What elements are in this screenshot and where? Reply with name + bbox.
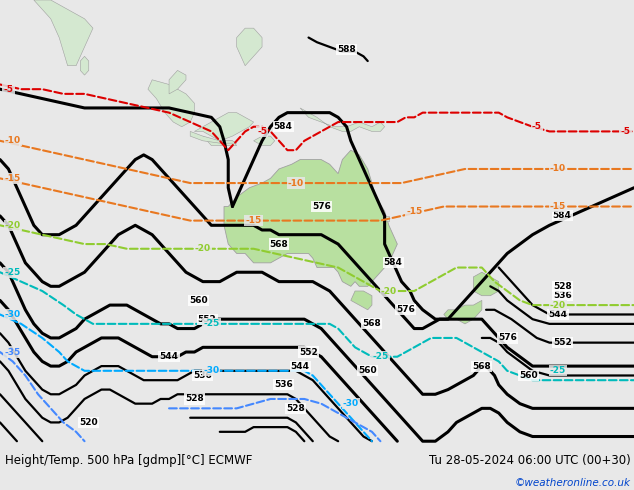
Polygon shape xyxy=(190,131,236,143)
Polygon shape xyxy=(203,136,236,146)
Text: -5: -5 xyxy=(3,85,13,94)
Text: -20: -20 xyxy=(195,245,211,253)
Text: 576: 576 xyxy=(498,334,517,343)
Text: 568: 568 xyxy=(363,319,381,328)
Text: 560: 560 xyxy=(190,296,208,305)
Text: 568: 568 xyxy=(269,240,288,248)
Text: 536: 536 xyxy=(553,291,571,300)
Text: -30: -30 xyxy=(343,399,359,408)
Polygon shape xyxy=(148,80,195,127)
Text: 552: 552 xyxy=(198,315,216,324)
Text: -25: -25 xyxy=(372,352,389,361)
Text: 584: 584 xyxy=(553,211,572,220)
Polygon shape xyxy=(195,113,254,141)
Text: -5: -5 xyxy=(532,122,542,131)
Text: Height/Temp. 500 hPa [gdmp][°C] ECMWF: Height/Temp. 500 hPa [gdmp][°C] ECMWF xyxy=(5,454,252,467)
Text: 552: 552 xyxy=(299,347,318,357)
Polygon shape xyxy=(81,56,89,75)
Polygon shape xyxy=(0,0,634,446)
Text: 528: 528 xyxy=(185,394,204,403)
Polygon shape xyxy=(34,0,93,66)
Text: 528: 528 xyxy=(287,404,305,413)
Text: -25: -25 xyxy=(550,367,566,375)
Text: -15: -15 xyxy=(245,216,262,225)
Polygon shape xyxy=(444,300,482,324)
Text: -10: -10 xyxy=(550,165,566,173)
Text: 528: 528 xyxy=(553,282,571,291)
Polygon shape xyxy=(236,28,262,66)
Text: 576: 576 xyxy=(396,305,415,314)
Text: 536: 536 xyxy=(193,371,212,380)
Polygon shape xyxy=(169,71,186,94)
Text: 560: 560 xyxy=(519,371,538,380)
Text: -5: -5 xyxy=(257,127,267,136)
Text: 584: 584 xyxy=(384,258,403,268)
Text: 544: 544 xyxy=(548,310,567,319)
Text: 560: 560 xyxy=(358,367,377,375)
Polygon shape xyxy=(224,150,398,286)
Text: -35: -35 xyxy=(4,347,21,357)
Polygon shape xyxy=(474,272,499,295)
Text: -20: -20 xyxy=(4,221,21,230)
Text: 576: 576 xyxy=(312,202,331,211)
Text: -15: -15 xyxy=(550,202,566,211)
Text: 552: 552 xyxy=(553,338,571,347)
Text: 584: 584 xyxy=(274,122,293,131)
Text: -25: -25 xyxy=(4,268,21,277)
Text: 536: 536 xyxy=(274,380,292,390)
Text: 568: 568 xyxy=(472,362,491,370)
Text: -15: -15 xyxy=(4,174,21,183)
Text: -30: -30 xyxy=(204,367,219,375)
Text: 544: 544 xyxy=(160,352,179,361)
Text: -10: -10 xyxy=(4,136,21,146)
Text: 544: 544 xyxy=(290,362,309,370)
Text: Tu 28-05-2024 06:00 UTC (00+30): Tu 28-05-2024 06:00 UTC (00+30) xyxy=(429,454,631,467)
Polygon shape xyxy=(254,136,275,146)
Text: -25: -25 xyxy=(204,319,219,328)
Text: -20: -20 xyxy=(550,300,566,310)
Text: -10: -10 xyxy=(288,178,304,188)
Polygon shape xyxy=(351,291,372,310)
Text: 588: 588 xyxy=(337,45,356,54)
Text: -30: -30 xyxy=(4,310,21,319)
Text: -5: -5 xyxy=(621,127,631,136)
Polygon shape xyxy=(385,216,389,220)
Text: -15: -15 xyxy=(406,207,422,216)
Polygon shape xyxy=(300,108,385,131)
Text: -20: -20 xyxy=(381,287,397,295)
Text: 520: 520 xyxy=(79,418,98,427)
Text: ©weatheronline.co.uk: ©weatheronline.co.uk xyxy=(515,478,631,488)
